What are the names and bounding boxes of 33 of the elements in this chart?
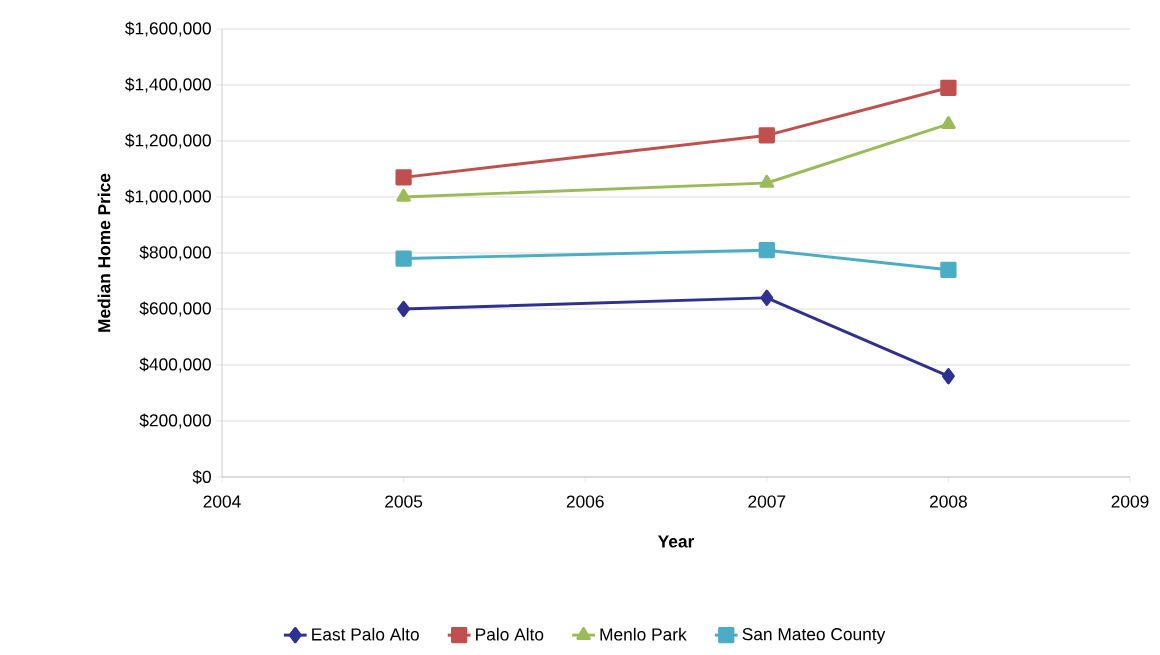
x-tick-label: 2005	[385, 495, 423, 508]
point	[759, 174, 775, 188]
point	[395, 169, 412, 186]
y-tick-label: $400,000	[139, 357, 211, 373]
point	[397, 300, 411, 318]
y-tick-label: $1,000,000	[125, 189, 211, 205]
point	[396, 188, 411, 202]
point	[758, 127, 775, 144]
point	[395, 250, 412, 267]
y-tick-label: $200,000	[139, 413, 211, 429]
x-tick-label: 2007	[748, 495, 786, 508]
y-axis-title: Median Home Price	[97, 173, 111, 332]
point	[940, 79, 957, 96]
point	[760, 289, 774, 306]
y-tick-label: $1,600,000	[125, 21, 211, 37]
legend-label: Menlo Park	[600, 627, 687, 641]
point	[940, 261, 957, 278]
point	[941, 368, 955, 385]
point	[941, 116, 956, 129]
y-tick-label: $1,200,000	[125, 133, 211, 149]
x-tick-label: 2009	[1111, 495, 1149, 508]
y-tick-label: $0	[192, 469, 211, 484]
x-tick-label: 2004	[203, 495, 241, 508]
x-tick-label: 2008	[930, 495, 967, 508]
y-tick-label: $800,000	[139, 245, 211, 261]
y-tick-label: $1,400,000	[125, 77, 211, 93]
x-axis-title: Year	[657, 535, 695, 548]
x-tick-label: 2006	[566, 495, 604, 508]
legend-label: San Mateo County	[742, 628, 886, 644]
legend-label: East Palo Alto	[312, 627, 419, 641]
y-tick-label: $600,000	[139, 301, 211, 317]
legend-label: Palo Alto	[476, 627, 544, 641]
point	[758, 242, 775, 259]
